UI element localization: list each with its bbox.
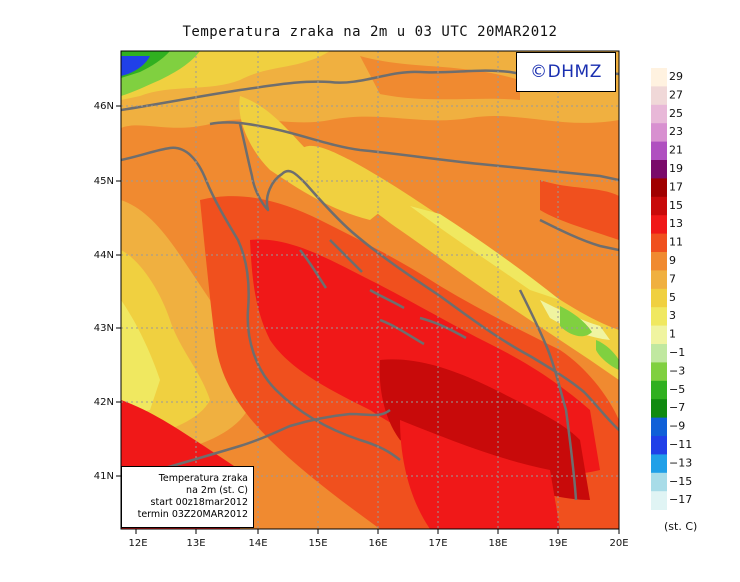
colorbar-label: −15	[669, 475, 692, 488]
lat-label: 46N	[94, 101, 114, 112]
colorbar-label: 1	[669, 328, 676, 341]
lon-label: 14E	[248, 538, 267, 549]
info-line: Temperatura zraka	[158, 473, 248, 484]
colorbar-label: 15	[669, 199, 683, 212]
colorbar-label: 13	[669, 217, 683, 230]
info-line: na 2m (st. C)	[186, 485, 248, 496]
colorbar-label: −7	[669, 401, 685, 414]
colorbar-label: 3	[669, 309, 676, 322]
coastlines	[121, 69, 619, 501]
lon-label: 12E	[128, 538, 147, 549]
colorbar-swatch	[651, 491, 667, 510]
colorbar-label: 19	[669, 162, 683, 175]
lon-label: 15E	[308, 538, 327, 549]
colorbar-swatch	[651, 215, 667, 234]
lon-label: 20E	[609, 538, 628, 549]
info-box: Temperatura zraka na 2m (st. C) start 00…	[121, 466, 254, 528]
lat-label: 42N	[94, 397, 114, 408]
lat-label: 43N	[94, 323, 114, 334]
colorbar-label: 7	[669, 272, 676, 285]
info-line: termin 03Z20MAR2012	[137, 509, 248, 520]
colorbar-swatch	[651, 68, 667, 87]
info-line: start 00z18mar2012	[150, 497, 248, 508]
colorbar-label: 5	[669, 291, 676, 304]
colorbar-swatch	[651, 178, 667, 198]
temperature-field	[121, 51, 619, 529]
colorbar-label: 27	[669, 88, 683, 101]
colorbar-swatch	[651, 270, 667, 290]
colorbar: 29 27 25 23 21 19 17 15 13 11 9 7 5 3 1 −1 −3 −5 −7 −9 −11 −1…	[651, 68, 692, 510]
colorbar-swatch	[651, 399, 667, 418]
colorbar-swatch	[651, 344, 667, 363]
dhmz-logo: ©DHMZ	[516, 52, 616, 92]
lat-label: 41N	[94, 471, 114, 482]
colorbar-label: 21	[669, 144, 683, 157]
lat-label: 45N	[94, 176, 114, 187]
axis-ticks	[116, 105, 620, 534]
colorbar-swatch	[651, 362, 667, 382]
colorbar-label: −17	[669, 493, 692, 506]
colorbar-swatch	[651, 196, 667, 216]
colorbar-label: 25	[669, 107, 683, 120]
logo-text: ©DHMZ	[530, 62, 602, 82]
longitude-labels: 12E 13E 14E 15E 16E 17E 18E 19E 20E	[128, 538, 628, 549]
colorbar-label: −13	[669, 456, 692, 469]
colorbar-swatch	[651, 288, 667, 308]
colorbar-label: 23	[669, 125, 683, 138]
colorbar-swatch	[651, 86, 667, 106]
map-title: Temperatura zraka na 2m u 03 UTC 20MAR20…	[182, 24, 558, 40]
colorbar-label: −5	[669, 383, 685, 396]
colorbar-label: −1	[669, 346, 685, 359]
lon-label: 13E	[186, 538, 205, 549]
lon-label: 19E	[548, 538, 567, 549]
colorbar-swatch	[651, 472, 667, 492]
map-frame	[120, 50, 620, 530]
latitude-labels: 46N 45N 44N 43N 42N 41N	[94, 101, 114, 482]
lon-label: 16E	[368, 538, 387, 549]
colorbar-label: 9	[669, 254, 676, 267]
colorbar-swatch	[651, 233, 667, 253]
colorbar-swatch	[651, 141, 667, 161]
colorbar-swatch	[651, 104, 667, 124]
colorbar-swatch	[651, 436, 667, 455]
colorbar-swatch	[651, 454, 667, 474]
colorbar-label: 11	[669, 236, 683, 249]
colorbar-swatch	[651, 380, 667, 400]
colorbar-label: 17	[669, 180, 683, 193]
lon-label: 17E	[428, 538, 447, 549]
colorbar-swatch	[651, 307, 667, 326]
colorbar-swatch	[651, 417, 667, 437]
colorbar-swatch	[651, 252, 667, 271]
colorbar-label: −11	[669, 438, 692, 451]
colorbar-label: 29	[669, 70, 683, 83]
lon-label: 18E	[488, 538, 507, 549]
lat-label: 44N	[94, 250, 114, 261]
graticule	[121, 51, 619, 529]
colorbar-label: −3	[669, 364, 685, 377]
colorbar-swatch	[651, 123, 667, 142]
colorbar-swatch	[651, 160, 667, 179]
colorbar-label: −9	[669, 420, 685, 433]
colorbar-unit: (st. C)	[664, 520, 697, 533]
colorbar-swatch	[651, 325, 667, 345]
